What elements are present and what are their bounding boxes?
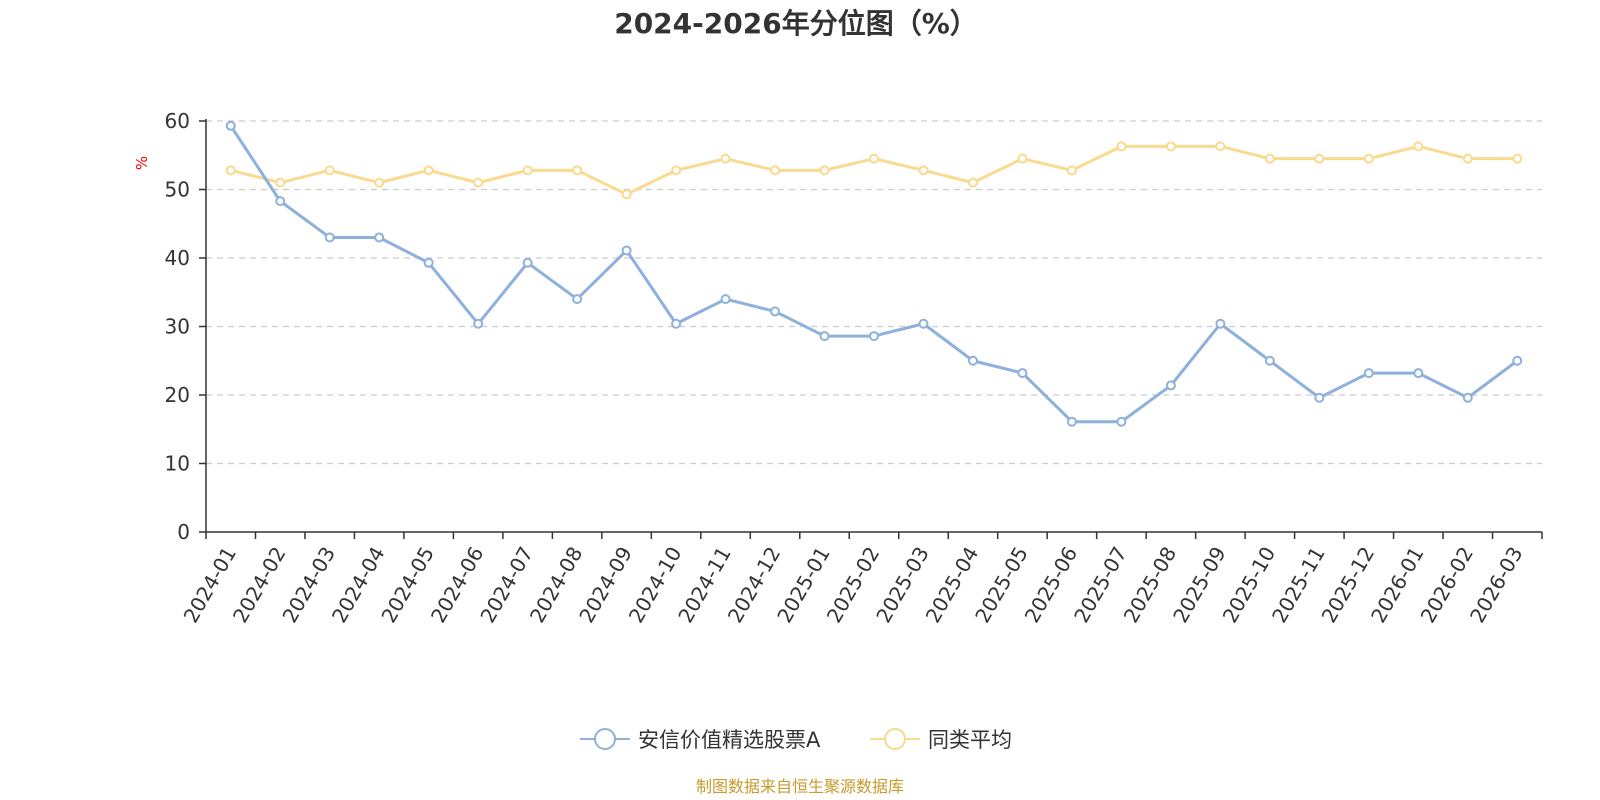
data-point[interactable] (1165, 141, 1176, 152)
data-point[interactable] (324, 232, 335, 243)
y-tick-label: 20 (165, 383, 190, 407)
data-point[interactable] (1264, 153, 1275, 164)
data-point[interactable] (1116, 141, 1127, 152)
data-point[interactable] (473, 177, 484, 188)
data-point[interactable] (275, 177, 286, 188)
data-point[interactable] (522, 257, 533, 268)
data-point[interactable] (1264, 355, 1275, 366)
data-point[interactable] (522, 165, 533, 176)
data-point[interactable] (473, 318, 484, 329)
data-point[interactable] (720, 294, 731, 305)
data-point[interactable] (1462, 392, 1473, 403)
data-point[interactable] (374, 232, 385, 243)
legend-item-0[interactable]: 安信价值精选股票A (580, 728, 821, 752)
data-point[interactable] (1017, 368, 1028, 379)
series-group (225, 120, 1523, 427)
legend-marker (594, 728, 616, 750)
data-point[interactable] (621, 245, 632, 256)
data-point[interactable] (819, 165, 830, 176)
data-point[interactable] (819, 331, 830, 342)
series-1 (225, 141, 1523, 200)
data-point[interactable] (720, 153, 731, 164)
data-point[interactable] (967, 355, 978, 366)
data-point[interactable] (225, 165, 236, 176)
data-point[interactable] (869, 331, 879, 342)
data-point[interactable] (374, 177, 385, 188)
data-point[interactable] (1314, 392, 1325, 403)
data-point[interactable] (671, 318, 682, 329)
data-point[interactable] (1413, 141, 1424, 152)
data-point[interactable] (918, 165, 929, 176)
y-tick-label: 60 (165, 109, 190, 133)
chart-title: 2024-2026年分位图（%） (614, 7, 978, 40)
data-point[interactable] (1017, 153, 1028, 164)
data-point[interactable] (770, 165, 781, 176)
data-point[interactable] (621, 189, 632, 200)
data-point[interactable] (423, 257, 434, 268)
data-point[interactable] (1363, 368, 1374, 379)
y-tick-label: 0 (177, 520, 190, 544)
y-tick-label: 40 (165, 246, 190, 270)
data-point[interactable] (275, 196, 286, 207)
data-point[interactable] (671, 165, 682, 176)
data-point[interactable] (967, 177, 978, 188)
legend-marker (884, 728, 906, 750)
data-point[interactable] (1462, 153, 1473, 164)
data-point[interactable] (1314, 153, 1325, 164)
data-point[interactable] (423, 165, 434, 176)
legend-label: 同类平均 (928, 728, 1012, 752)
legend[interactable]: 安信价值精选股票A 同类平均 (580, 728, 1012, 752)
legend-label: 安信价值精选股票A (638, 728, 821, 752)
data-point[interactable] (1165, 380, 1176, 391)
y-tick-label: 30 (165, 315, 190, 339)
source-note: 制图数据来自恒生聚源数据库 (696, 777, 904, 796)
data-point[interactable] (572, 294, 583, 305)
legend-item-1[interactable]: 同类平均 (870, 728, 1012, 752)
data-point[interactable] (1215, 141, 1226, 152)
data-point[interactable] (324, 165, 335, 176)
data-point[interactable] (1066, 165, 1077, 176)
data-point[interactable] (1512, 355, 1523, 366)
series-0 (225, 120, 1523, 427)
data-point[interactable] (1512, 153, 1523, 164)
grid (206, 120, 1542, 465)
y-tick-label: 50 (165, 178, 190, 202)
y-tick-label: 10 (165, 452, 190, 476)
data-point[interactable] (869, 153, 879, 164)
data-point[interactable] (1116, 416, 1127, 427)
data-point[interactable] (1215, 318, 1226, 329)
data-point[interactable] (572, 165, 583, 176)
data-point[interactable] (770, 306, 781, 317)
y-axis-label: % (133, 156, 151, 170)
data-point[interactable] (1413, 368, 1424, 379)
axes: 01020304050602024-012024-022024-032024-0… (165, 109, 1543, 627)
data-point[interactable] (1363, 153, 1374, 164)
data-point[interactable] (918, 318, 929, 329)
data-point[interactable] (1066, 416, 1077, 427)
data-point[interactable] (225, 120, 236, 131)
